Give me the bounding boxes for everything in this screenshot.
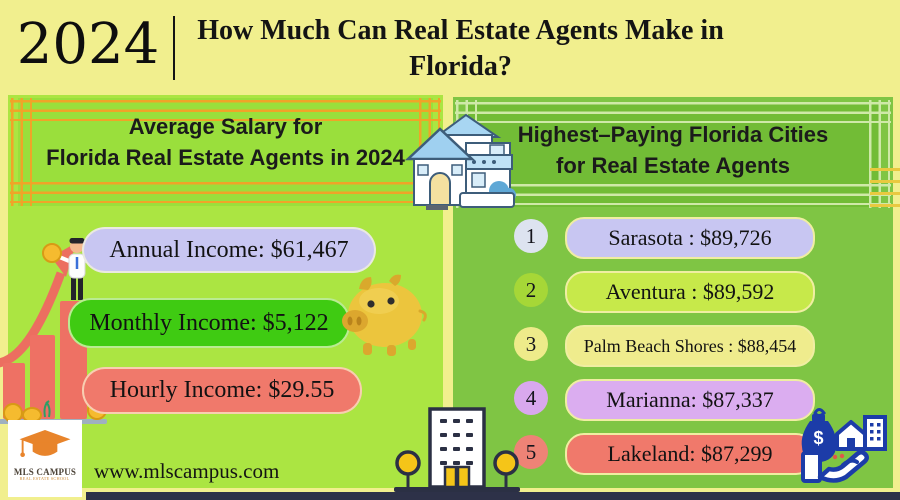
city-salary-pill: Marianna: $87,337 [565, 379, 815, 421]
right-panel-title: Highest–Paying Florida Cities for Real E… [453, 119, 893, 181]
plaid-line-decoration [455, 184, 891, 205]
top-cities-panel: Highest–Paying Florida Cities for Real E… [453, 97, 893, 488]
page-title-line1: How Much Can Real Estate Agents Make in [197, 15, 724, 46]
monthly-income-pill: Monthly Income: $5,122 [68, 298, 350, 348]
rank-badge: 1 [514, 219, 548, 253]
bottom-bar-decoration [86, 492, 900, 500]
graduation-cap-icon [19, 430, 71, 458]
header-divider [173, 16, 175, 80]
page-title: How Much Can Real Estate Agents Make in … [188, 13, 733, 85]
city-salary-pill: Aventura : $89,592 [565, 271, 815, 313]
left-panel-title-line2: Florida Real Estate Agents in 2024 [46, 145, 405, 170]
right-panel-title-line1: Highest–Paying Florida Cities [517, 122, 829, 147]
rank-badge: 3 [514, 327, 548, 361]
hand-holding-assets-icon: $ [801, 408, 887, 483]
plaid-line-decoration [10, 100, 441, 121]
page-title-line2: Florida? [409, 51, 512, 82]
svg-text:$: $ [813, 428, 823, 448]
plaid-line-decoration [10, 182, 441, 203]
house-illustration [404, 113, 516, 210]
piggy-bank-icon [342, 274, 427, 356]
left-panel-title-line1: Average Salary for [128, 114, 323, 139]
plaid-line-decoration [455, 102, 891, 123]
edge-lines-decoration [870, 168, 900, 210]
average-salary-panel: Average Salary for Florida Real Estate A… [0, 95, 443, 488]
year-label: 2024 [16, 12, 160, 77]
rank-badge: 5 [514, 435, 548, 469]
hourly-income-pill: Hourly Income: $29.55 [82, 367, 362, 414]
logo-name: MLS CAMPUS [13, 467, 77, 477]
city-salary-pill: Lakeland: $87,299 [565, 433, 815, 475]
plaid-line-decoration [11, 98, 32, 206]
rank-badge: 4 [514, 381, 548, 415]
left-panel-title: Average Salary for Florida Real Estate A… [8, 111, 443, 173]
website-url: www.mlscampus.com [94, 459, 280, 483]
mls-campus-logo: MLS CAMPUS REAL ESTATE SCHOOL [8, 420, 82, 497]
rank-badge: 2 [514, 273, 548, 307]
right-panel-title-line2: for Real Estate Agents [556, 153, 790, 178]
city-salary-pill: Sarasota : $89,726 [565, 217, 815, 259]
office-building-icon [394, 407, 520, 492]
logo-subtitle: REAL ESTATE SCHOOL [20, 477, 70, 482]
annual-income-pill: Annual Income: $61,467 [82, 227, 376, 273]
city-salary-pill: Palm Beach Shores : $88,454 [565, 325, 815, 367]
